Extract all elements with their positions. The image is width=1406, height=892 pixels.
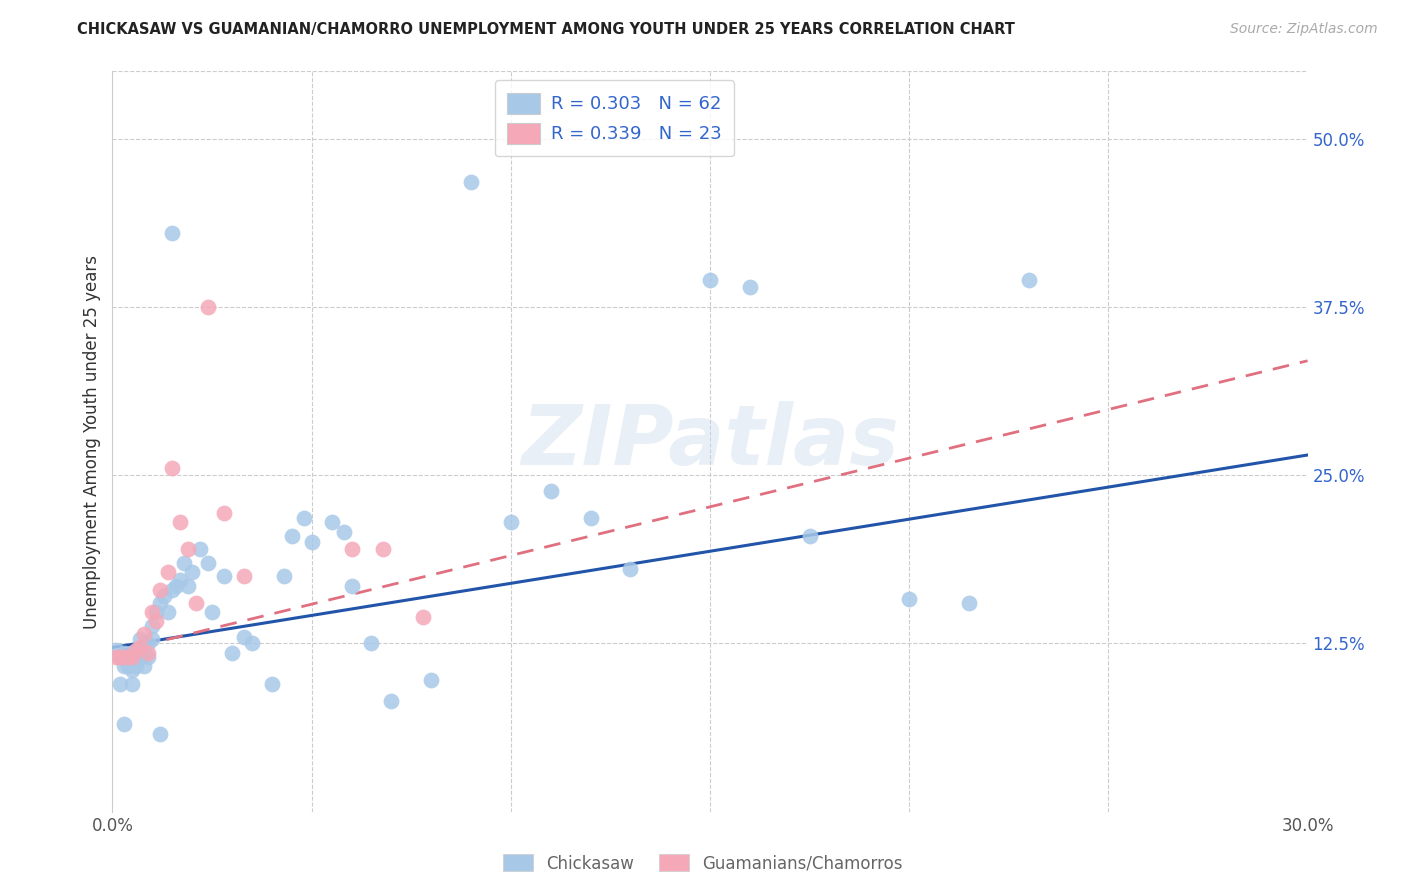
Point <box>412 609 434 624</box>
Point <box>125 659 148 673</box>
Point <box>169 516 191 530</box>
Point <box>201 606 224 620</box>
Point <box>125 646 148 660</box>
Point <box>619 562 641 576</box>
Point <box>117 659 139 673</box>
Point <box>332 524 354 539</box>
Point <box>292 511 315 525</box>
Point <box>212 569 235 583</box>
Point <box>129 649 152 664</box>
Point <box>114 717 135 731</box>
Point <box>121 664 143 678</box>
Point <box>149 582 172 597</box>
Point <box>134 646 156 660</box>
Point <box>240 636 263 650</box>
Point <box>141 606 163 620</box>
Point <box>181 565 204 579</box>
Point <box>188 542 211 557</box>
Point <box>340 542 363 557</box>
Point <box>145 606 167 620</box>
Point <box>281 529 304 543</box>
Point <box>138 636 160 650</box>
Point <box>380 694 402 708</box>
Point <box>157 606 180 620</box>
Legend: Chickasaw, Guamanians/Chamorros: Chickasaw, Guamanians/Chamorros <box>496 847 910 880</box>
Point <box>898 592 921 607</box>
Point <box>957 596 980 610</box>
Point <box>162 461 183 475</box>
Point <box>197 300 219 314</box>
Point <box>149 596 172 610</box>
Text: Source: ZipAtlas.com: Source: ZipAtlas.com <box>1230 22 1378 37</box>
Point <box>321 516 343 530</box>
Point <box>114 646 135 660</box>
Point <box>134 659 156 673</box>
Point <box>114 649 135 664</box>
Point <box>165 578 187 592</box>
Y-axis label: Unemployment Among Youth under 25 years: Unemployment Among Youth under 25 years <box>83 254 101 629</box>
Point <box>699 273 721 287</box>
Point <box>738 279 761 293</box>
Point <box>212 506 235 520</box>
Point <box>162 226 183 240</box>
Point <box>233 569 256 583</box>
Point <box>420 673 443 687</box>
Point <box>121 649 143 664</box>
Point <box>540 484 562 499</box>
Point <box>233 630 256 644</box>
Point <box>1018 273 1040 287</box>
Point <box>173 556 195 570</box>
Point <box>157 565 180 579</box>
Point <box>105 649 128 664</box>
Point <box>579 511 602 525</box>
Point <box>301 535 323 549</box>
Point <box>125 643 148 657</box>
Point <box>340 578 363 592</box>
Point <box>129 640 152 655</box>
Point <box>145 614 167 628</box>
Point <box>460 175 482 189</box>
Point <box>273 569 295 583</box>
Point <box>134 627 156 641</box>
Point <box>177 578 200 592</box>
Point <box>114 659 135 673</box>
Point <box>141 632 163 647</box>
Point <box>138 649 160 664</box>
Point <box>169 573 191 587</box>
Point <box>197 556 219 570</box>
Point <box>110 649 132 664</box>
Point <box>373 542 395 557</box>
Point <box>117 649 139 664</box>
Point <box>110 677 132 691</box>
Point <box>117 649 139 664</box>
Point <box>105 643 128 657</box>
Point <box>799 529 821 543</box>
Text: ZIPatlas: ZIPatlas <box>522 401 898 482</box>
Text: CHICKASAW VS GUAMANIAN/CHAMORRO UNEMPLOYMENT AMONG YOUTH UNDER 25 YEARS CORRELAT: CHICKASAW VS GUAMANIAN/CHAMORRO UNEMPLOY… <box>77 22 1015 37</box>
Point <box>121 677 143 691</box>
Point <box>499 516 522 530</box>
Point <box>153 590 176 604</box>
Point <box>260 677 283 691</box>
Point <box>360 636 382 650</box>
Point <box>141 619 163 633</box>
Point <box>129 632 152 647</box>
Point <box>138 646 160 660</box>
Legend: R = 0.303   N = 62, R = 0.339   N = 23: R = 0.303 N = 62, R = 0.339 N = 23 <box>495 80 734 156</box>
Point <box>186 596 208 610</box>
Point <box>110 649 132 664</box>
Point <box>162 582 183 597</box>
Point <box>177 542 200 557</box>
Point <box>221 646 243 660</box>
Point <box>149 726 172 740</box>
Point <box>121 646 143 660</box>
